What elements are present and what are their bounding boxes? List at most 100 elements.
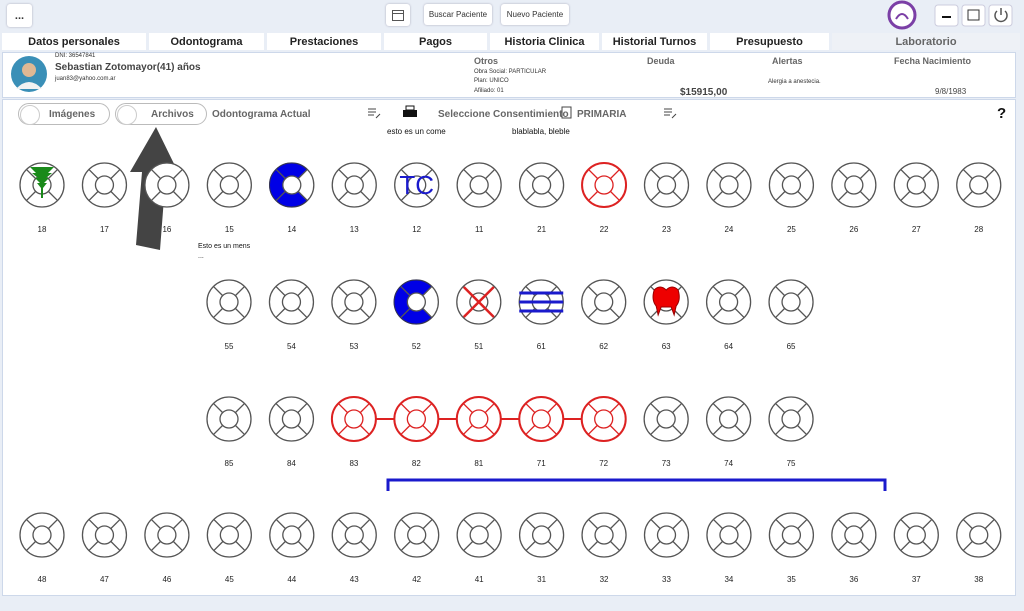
tooth[interactable] bbox=[206, 279, 252, 325]
tooth[interactable] bbox=[206, 396, 252, 442]
toggle-label: Imágenes bbox=[49, 109, 96, 120]
info-title: Alertas bbox=[772, 56, 803, 66]
tooth[interactable] bbox=[206, 162, 253, 208]
images-toggle[interactable]: Imágenes bbox=[18, 103, 110, 125]
tooth[interactable] bbox=[643, 162, 690, 208]
tooth[interactable] bbox=[893, 162, 939, 208]
tooth[interactable] bbox=[768, 279, 814, 325]
tooth[interactable] bbox=[518, 279, 564, 325]
tooth[interactable] bbox=[144, 162, 190, 208]
tooth-divider bbox=[462, 402, 473, 414]
tooth[interactable] bbox=[269, 162, 315, 208]
tab[interactable]: Datos personales bbox=[2, 33, 146, 50]
tooth[interactable] bbox=[456, 279, 502, 325]
tab[interactable]: Prestaciones bbox=[267, 33, 381, 50]
tooth[interactable] bbox=[456, 512, 502, 558]
tab[interactable]: Historial Turnos bbox=[602, 33, 707, 50]
tooth[interactable]: TC bbox=[394, 162, 440, 208]
tooth[interactable] bbox=[518, 162, 565, 208]
tooth[interactable] bbox=[831, 512, 877, 558]
tooth-number: 54 bbox=[287, 342, 296, 351]
tooth[interactable] bbox=[144, 512, 190, 558]
tab[interactable]: Odontograma bbox=[149, 33, 264, 50]
tooth-center bbox=[344, 292, 364, 312]
search-patient-button[interactable]: Buscar Paciente bbox=[424, 4, 492, 25]
tooth-number: 46 bbox=[162, 575, 171, 584]
tooth[interactable] bbox=[393, 396, 440, 442]
tooth[interactable] bbox=[331, 512, 377, 558]
tooth-center bbox=[531, 525, 552, 545]
tooth[interactable] bbox=[706, 162, 752, 208]
menu-button[interactable]: ... bbox=[7, 4, 32, 27]
tooth-divider bbox=[400, 540, 411, 552]
tooth-divider bbox=[400, 424, 411, 436]
tooth[interactable] bbox=[330, 396, 377, 442]
tooth[interactable] bbox=[768, 162, 815, 208]
minimize-button[interactable] bbox=[934, 4, 959, 27]
tooth[interactable] bbox=[768, 512, 815, 558]
tooth[interactable] bbox=[268, 396, 315, 442]
tab[interactable]: Laboratorio bbox=[832, 33, 1020, 50]
tooth[interactable] bbox=[580, 396, 627, 442]
tooth-number: 34 bbox=[724, 575, 733, 584]
edit-icon[interactable] bbox=[664, 108, 677, 119]
tooth[interactable] bbox=[268, 279, 315, 325]
calendar-button[interactable] bbox=[386, 4, 410, 26]
tooth[interactable] bbox=[706, 512, 752, 558]
tab[interactable]: Pagos bbox=[384, 33, 487, 50]
tooth-center bbox=[282, 175, 302, 195]
tooth[interactable] bbox=[581, 279, 627, 325]
tooth[interactable] bbox=[581, 512, 627, 558]
tooth[interactable] bbox=[705, 396, 752, 442]
tooth[interactable] bbox=[831, 162, 877, 208]
tooth-divider bbox=[734, 307, 745, 319]
help-button[interactable]: ? bbox=[997, 105, 1007, 122]
tooth-divider bbox=[797, 190, 808, 202]
tooth[interactable] bbox=[956, 512, 1002, 558]
tooth-center bbox=[718, 409, 739, 429]
new-patient-button[interactable]: Nuevo Paciente bbox=[501, 4, 569, 25]
tooth[interactable] bbox=[518, 512, 565, 558]
tooth[interactable] bbox=[643, 396, 689, 442]
tooth[interactable] bbox=[456, 162, 502, 208]
tab[interactable]: Presupuesto bbox=[710, 33, 829, 50]
tooth-divider bbox=[47, 168, 59, 180]
tooth-divider bbox=[400, 518, 411, 530]
power-button[interactable] bbox=[988, 4, 1013, 27]
tooth[interactable] bbox=[893, 512, 939, 558]
tooth[interactable] bbox=[518, 396, 565, 442]
tooth-divider bbox=[962, 518, 973, 530]
tooth-divider bbox=[775, 540, 786, 552]
tooth[interactable] bbox=[331, 162, 377, 208]
tooth[interactable] bbox=[705, 279, 752, 325]
tooth[interactable] bbox=[956, 162, 1002, 208]
edit-icon[interactable] bbox=[368, 108, 381, 119]
tooth[interactable] bbox=[581, 162, 628, 208]
print-icon[interactable] bbox=[403, 110, 417, 117]
tooth[interactable] bbox=[206, 512, 253, 558]
note: Esto es un mens bbox=[198, 243, 251, 250]
mode-label[interactable]: PRIMARIA bbox=[577, 109, 627, 120]
tooth-divider bbox=[734, 168, 745, 180]
tooth-number: 63 bbox=[662, 342, 671, 351]
tooth[interactable] bbox=[768, 396, 814, 442]
tooth-center bbox=[594, 292, 614, 312]
consent-select[interactable]: Seleccione Consentimiento bbox=[438, 109, 569, 120]
tooth[interactable] bbox=[331, 279, 377, 325]
files-toggle[interactable]: Archivos bbox=[115, 103, 207, 125]
patient-photo bbox=[11, 56, 47, 92]
tooth-divider bbox=[360, 190, 371, 202]
tooth[interactable] bbox=[394, 512, 440, 558]
tooth[interactable] bbox=[81, 512, 128, 558]
tooth-divider bbox=[712, 402, 723, 414]
tooth[interactable] bbox=[643, 279, 689, 325]
tooth[interactable] bbox=[455, 396, 502, 442]
tooth[interactable] bbox=[19, 162, 65, 208]
tooth[interactable] bbox=[81, 162, 128, 208]
tooth-divider bbox=[712, 518, 724, 530]
tooth[interactable] bbox=[269, 512, 315, 558]
tooth[interactable] bbox=[643, 512, 690, 558]
tooth[interactable] bbox=[393, 279, 440, 325]
tab[interactable]: Historia Clinica bbox=[490, 33, 599, 50]
tooth[interactable] bbox=[19, 512, 65, 558]
